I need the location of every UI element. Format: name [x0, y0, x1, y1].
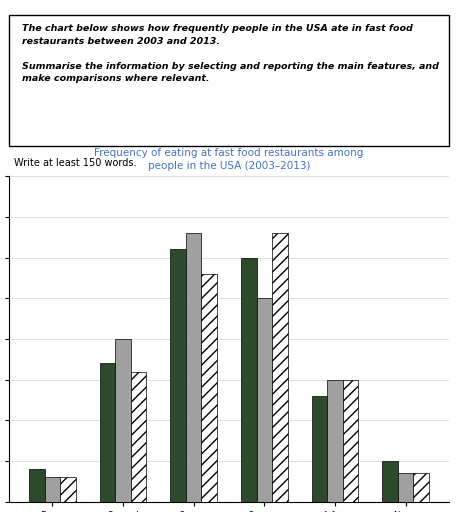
Bar [45, 477, 60, 502]
Text: Write at least 150 words.: Write at least 150 words. [14, 158, 136, 168]
FancyBboxPatch shape [9, 15, 449, 145]
Bar [311, 396, 327, 502]
Bar [186, 233, 202, 502]
Text: The chart below shows how frequently people in the USA ate in fast food
restaura: The chart below shows how frequently peo… [22, 25, 439, 83]
Bar [398, 473, 413, 502]
Bar [170, 249, 186, 502]
Bar [413, 473, 429, 502]
Bar [327, 379, 343, 502]
Bar [202, 274, 217, 502]
Bar [60, 477, 76, 502]
Bar [272, 233, 288, 502]
Bar [29, 469, 45, 502]
Bar [131, 372, 147, 502]
Bar [343, 379, 358, 502]
Bar [382, 461, 398, 502]
Title: Frequency of eating at fast food restaurants among
people in the USA (2003–2013): Frequency of eating at fast food restaur… [94, 148, 364, 171]
Bar [100, 364, 115, 502]
Bar [256, 298, 272, 502]
Bar [115, 339, 131, 502]
Bar [241, 258, 256, 502]
